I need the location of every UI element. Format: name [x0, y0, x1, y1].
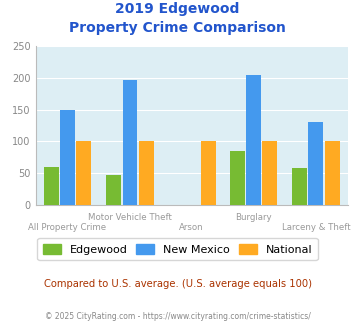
Bar	[292, 169, 307, 205]
Bar	[262, 141, 277, 205]
Bar	[230, 151, 245, 205]
Text: Larceny & Theft: Larceny & Theft	[282, 223, 350, 232]
Text: Compared to U.S. average. (U.S. average equals 100): Compared to U.S. average. (U.S. average …	[44, 279, 311, 289]
Bar	[246, 75, 261, 205]
Bar	[308, 122, 323, 205]
Text: All Property Crime: All Property Crime	[28, 223, 106, 232]
Bar	[122, 81, 137, 205]
Bar	[44, 167, 59, 205]
Bar	[60, 110, 75, 205]
Text: © 2025 CityRating.com - https://www.cityrating.com/crime-statistics/: © 2025 CityRating.com - https://www.city…	[45, 312, 310, 321]
Text: Property Crime Comparison: Property Crime Comparison	[69, 21, 286, 35]
Bar	[201, 141, 215, 205]
Legend: Edgewood, New Mexico, National: Edgewood, New Mexico, National	[37, 238, 318, 260]
Bar	[106, 176, 121, 205]
Bar	[76, 141, 91, 205]
Text: Motor Vehicle Theft: Motor Vehicle Theft	[88, 213, 172, 222]
Text: Burglary: Burglary	[235, 213, 272, 222]
Bar	[139, 141, 154, 205]
Bar	[325, 141, 340, 205]
Text: 2019 Edgewood: 2019 Edgewood	[115, 2, 240, 16]
Text: Arson: Arson	[179, 223, 204, 232]
